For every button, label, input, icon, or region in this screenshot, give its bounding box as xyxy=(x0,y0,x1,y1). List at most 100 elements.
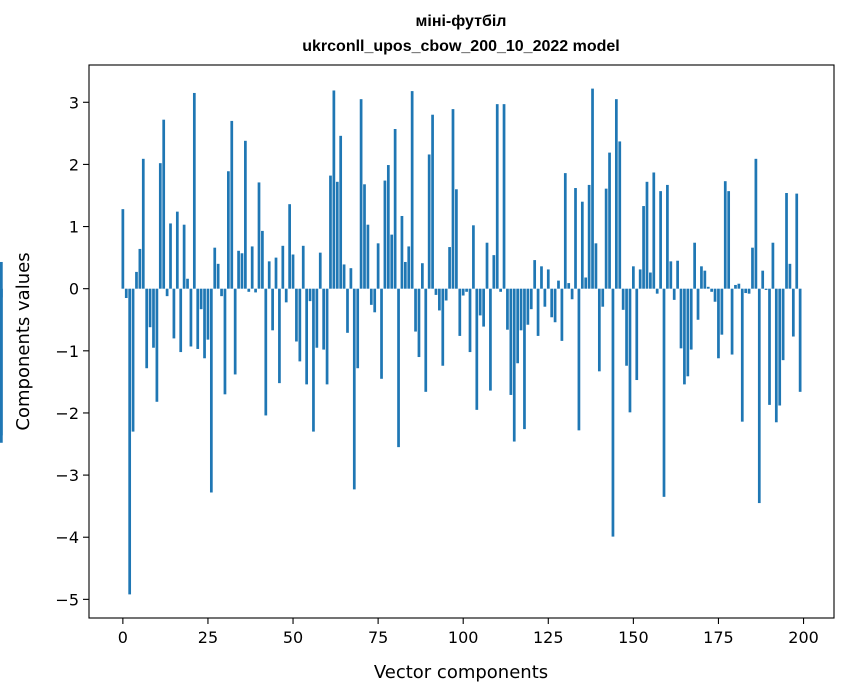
bar xyxy=(318,252,322,289)
x-tick-label: 75 xyxy=(368,628,388,647)
x-tick-label: 100 xyxy=(448,628,479,647)
bar xyxy=(359,99,363,289)
bar xyxy=(587,184,591,289)
bar xyxy=(774,288,778,423)
x-tick-label: 175 xyxy=(703,628,734,647)
bar xyxy=(509,288,513,395)
bar xyxy=(744,288,748,294)
bar xyxy=(192,92,196,289)
bar xyxy=(689,288,693,350)
x-tick-label: 50 xyxy=(283,628,303,647)
bar xyxy=(332,90,336,289)
bar xyxy=(380,288,383,379)
x-axis: 0 25 50 75 100 125 150 175 200 xyxy=(118,618,819,647)
bar xyxy=(529,288,533,310)
bar xyxy=(213,247,217,289)
bar xyxy=(0,288,3,443)
bar xyxy=(642,206,645,289)
bar xyxy=(312,288,315,432)
bar xyxy=(206,288,210,340)
bar xyxy=(335,181,339,289)
bar xyxy=(683,288,686,385)
chart-subtitle: ukrconll_upos_cbow_200_10_2022 model xyxy=(302,38,619,55)
bar xyxy=(369,288,373,305)
bar xyxy=(158,163,162,289)
bar xyxy=(785,193,788,289)
bar xyxy=(710,288,714,292)
bar xyxy=(295,288,298,342)
bar xyxy=(781,288,785,361)
bar xyxy=(727,191,731,289)
bar xyxy=(618,141,622,289)
bar xyxy=(771,242,775,289)
bar xyxy=(322,288,326,350)
bar xyxy=(625,288,628,366)
bar xyxy=(798,288,802,392)
bar xyxy=(135,271,138,289)
bar xyxy=(244,140,247,289)
bar xyxy=(754,158,758,289)
bar xyxy=(271,288,274,331)
y-tick-label: −4 xyxy=(55,528,79,547)
bar xyxy=(349,268,353,289)
bar xyxy=(386,165,390,289)
bar xyxy=(169,223,172,289)
bar xyxy=(203,288,206,359)
bar xyxy=(284,288,288,303)
bar xyxy=(601,288,605,307)
bar xyxy=(563,173,567,289)
y-tick-label: 2 xyxy=(69,155,79,174)
bar xyxy=(397,288,400,448)
bar xyxy=(516,288,520,364)
bar xyxy=(495,104,499,289)
bar xyxy=(216,263,220,289)
bar xyxy=(485,242,489,289)
bar xyxy=(604,188,608,289)
x-axis-label: Vector components xyxy=(374,662,548,683)
bar xyxy=(669,261,673,289)
bar xyxy=(141,158,145,289)
bar xyxy=(659,191,662,289)
bar xyxy=(421,263,424,289)
bar xyxy=(448,247,451,289)
bar xyxy=(257,182,261,289)
bar xyxy=(274,257,278,289)
y-axis: −5 −4 −3 −2 −1 0 1 2 3 xyxy=(55,93,89,609)
bar xyxy=(791,288,795,337)
bar xyxy=(209,288,213,493)
y-axis-label: Components values xyxy=(13,252,34,430)
bar xyxy=(291,254,295,289)
x-tick-label: 0 xyxy=(118,628,128,647)
bars-group xyxy=(0,88,802,595)
chart-title: міні-футбіл xyxy=(416,13,507,30)
bar xyxy=(424,288,428,392)
bar xyxy=(128,288,132,595)
bar xyxy=(536,288,540,336)
bar xyxy=(553,288,557,323)
bar xyxy=(788,263,792,289)
y-tick-label: 1 xyxy=(69,218,79,237)
bar xyxy=(138,248,142,289)
y-tick-label: −1 xyxy=(55,342,79,361)
bar xyxy=(366,224,370,289)
bar xyxy=(672,288,676,300)
bar xyxy=(363,184,366,289)
bar xyxy=(165,288,169,297)
bar xyxy=(417,288,421,358)
bar xyxy=(713,288,717,302)
bar xyxy=(233,288,237,375)
bar xyxy=(131,288,135,432)
bar xyxy=(662,288,666,497)
bar xyxy=(434,288,438,295)
bar xyxy=(591,88,594,289)
bar xyxy=(298,288,302,362)
bar xyxy=(628,288,632,413)
bar xyxy=(570,288,574,300)
x-tick-label: 150 xyxy=(618,628,649,647)
bar xyxy=(461,288,465,296)
bar xyxy=(182,224,186,289)
bar xyxy=(148,288,152,328)
bar xyxy=(608,152,611,289)
bar xyxy=(734,284,737,289)
bar xyxy=(465,288,468,292)
